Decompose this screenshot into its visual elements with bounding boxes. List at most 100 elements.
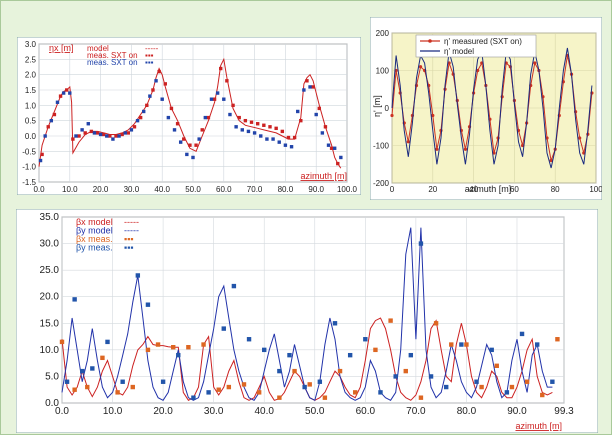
data-point xyxy=(151,88,155,92)
data-point xyxy=(40,152,44,157)
data-point xyxy=(390,113,394,118)
data-point xyxy=(271,137,275,141)
data-point xyxy=(494,363,499,368)
data-point xyxy=(163,82,167,86)
data-point xyxy=(326,143,331,147)
data-point xyxy=(212,97,217,101)
data-point xyxy=(157,69,161,74)
data-point xyxy=(38,158,43,163)
series-line-model xyxy=(391,47,593,169)
data-point xyxy=(80,128,84,132)
data-point xyxy=(169,106,174,111)
y-tick-label: 0.0 xyxy=(25,132,37,141)
x-tick-label: 30.0 xyxy=(204,406,224,417)
legend-entry: βx model xyxy=(76,217,113,227)
data-point xyxy=(255,122,260,126)
data-point xyxy=(160,97,164,101)
data-point xyxy=(524,379,530,384)
data-point xyxy=(519,331,525,337)
data-point xyxy=(431,113,435,118)
y-tick-label: 200 xyxy=(376,29,390,38)
legend-entry: βy meas. xyxy=(76,243,113,253)
beta-chart: 35.0 30.0 25.0 20.0 15.0 10.0 5.0 0.00.0 10.0 20.… xyxy=(16,209,598,433)
y-tick-label: 30.0 xyxy=(40,239,60,250)
y-tick-label: -1.5 xyxy=(22,178,36,187)
data-point xyxy=(393,374,398,379)
series-line-by_model xyxy=(61,227,553,402)
data-point xyxy=(176,352,181,358)
data-point xyxy=(578,136,582,140)
data-point xyxy=(85,384,90,390)
data-point xyxy=(444,384,449,390)
y-tick-label: 1.5 xyxy=(25,86,37,95)
data-point xyxy=(114,134,118,138)
legend: βx model ----- βy model ----- βx meas. ▪▪▪ βy … xyxy=(76,217,139,253)
x-tick-label: 40.0 xyxy=(154,185,170,194)
x-tick-label: 40.0 xyxy=(254,406,274,417)
data-point xyxy=(373,347,378,353)
legend-marker: ▪▪▪ xyxy=(124,243,134,253)
data-point xyxy=(58,94,63,98)
data-point xyxy=(155,342,161,347)
x-tick-label: 30.0 xyxy=(124,185,140,194)
data-point xyxy=(145,103,149,108)
data-point xyxy=(231,103,235,108)
y-tick-label: 25.0 xyxy=(40,265,60,276)
data-point xyxy=(262,123,266,127)
data-point xyxy=(317,106,321,111)
data-point xyxy=(449,342,454,347)
data-point xyxy=(489,347,494,353)
data-point xyxy=(418,65,423,69)
data-point xyxy=(226,384,232,390)
x-axis-label: azimuth [m] xyxy=(465,184,512,194)
x-tick-label: 10.0 xyxy=(103,406,123,417)
x-tick-label: 80 xyxy=(551,185,560,194)
data-point xyxy=(105,134,109,138)
data-point xyxy=(135,273,141,278)
series-model xyxy=(391,47,593,169)
x-tick-label: 10.0 xyxy=(62,185,78,194)
data-point xyxy=(49,118,54,123)
data-point xyxy=(237,115,241,120)
data-point xyxy=(86,122,90,126)
data-point xyxy=(171,345,176,350)
data-point xyxy=(378,390,383,395)
data-point xyxy=(138,115,143,120)
data-point xyxy=(241,382,247,387)
data-point xyxy=(185,152,189,157)
data-point xyxy=(314,112,318,117)
legend-entry: meas. SXT on xyxy=(87,58,138,67)
data-point xyxy=(307,382,312,387)
data-point xyxy=(262,347,267,353)
data-point xyxy=(43,134,47,138)
data-point xyxy=(476,68,480,73)
data-point xyxy=(105,339,110,345)
y-tick-label: 10.0 xyxy=(40,345,60,356)
data-point xyxy=(302,88,306,92)
data-point xyxy=(90,366,95,371)
data-point xyxy=(148,94,152,98)
data-point xyxy=(117,134,121,138)
data-point xyxy=(145,347,151,353)
x-tick-label: 99.3 xyxy=(554,406,574,417)
y-tick-label: 1.0 xyxy=(25,101,37,110)
data-point xyxy=(463,147,468,151)
data-point xyxy=(317,379,323,384)
data-point xyxy=(126,131,131,135)
data-point xyxy=(555,337,560,342)
y-tick-label: 2.5 xyxy=(25,55,37,64)
data-point xyxy=(182,137,186,141)
legend: η' measured (SXT on)η' model xyxy=(415,34,537,58)
data-point xyxy=(59,339,65,345)
x-tick-label: 80.0 xyxy=(457,406,477,417)
data-point xyxy=(215,91,220,95)
y-tick-label: 0.0 xyxy=(45,398,59,409)
x-tick-label: 70.0 xyxy=(406,406,426,417)
legend-entry: model xyxy=(87,44,109,53)
data-point xyxy=(246,129,251,134)
data-point xyxy=(197,137,201,141)
data-point xyxy=(175,122,180,126)
data-point xyxy=(246,337,252,342)
series-meas_a xyxy=(40,66,340,166)
data-point xyxy=(433,321,439,326)
